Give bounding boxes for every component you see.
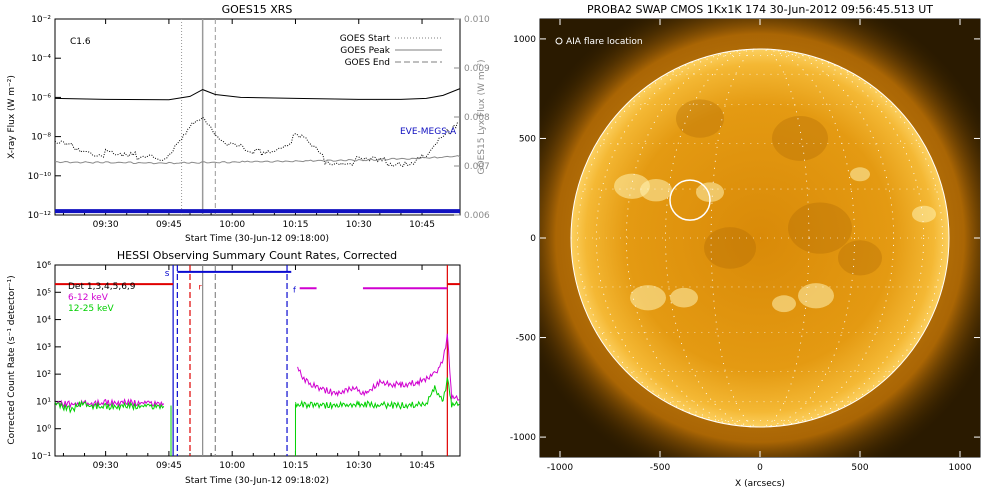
swap-title: PROBA2 SWAP CMOS 1Kx1K 174 30-Jun-2012 0… <box>587 3 933 16</box>
swap-axes: -1000 -500 0 500 1000 1000 500 0 -500 -1000 <box>510 19 980 473</box>
hessi-panel: HESSI Observing Summary Count Rates, Cor… <box>7 249 461 486</box>
swap-longitude-line <box>625 48 895 428</box>
y-tick-label: 10⁻¹⁰ <box>28 172 52 182</box>
swap-longitude-line <box>595 48 925 428</box>
x-tick-label: 10:45 <box>409 220 435 230</box>
goes-short-series <box>54 116 459 168</box>
hessi-flag-r: r <box>198 283 202 292</box>
x-tick-label: 10:45 <box>409 461 435 471</box>
y-tick-label: 10⁻² <box>31 15 51 25</box>
hessi-xlabel: Start Time (30-Jun-12 09:18:02) <box>185 476 329 486</box>
goes-long-series <box>54 88 461 101</box>
x-tick-label: 10:00 <box>219 220 245 230</box>
swap-y-tick-label: -1000 <box>510 433 536 443</box>
y2-tick-label: 0.006 <box>464 211 490 221</box>
hessi-ylabel: Corrected Count Rate (s⁻¹ detector⁻¹) <box>7 275 17 444</box>
y-tick-label: 10⁻⁴ <box>31 54 51 64</box>
swap-active-region <box>640 179 672 202</box>
flare-location-circle <box>669 179 711 221</box>
goes-eve-label: EVE-MEGS-A <box>400 127 457 137</box>
swap-dark-region <box>838 240 882 276</box>
goes-legend-label: GOES Start <box>340 34 391 44</box>
goes-xlabel: Start Time (30-Jun-12 09:18:00) <box>185 234 329 244</box>
swap-active-region <box>630 285 666 311</box>
y-tick-label: 10² <box>36 370 51 380</box>
goes-legend: GOES Start GOES Peak GOES End <box>340 34 442 68</box>
swap-active-region <box>798 283 834 309</box>
swap-y-tick-label: 500 <box>519 134 536 144</box>
goes-ylabel: X-ray Flux (W m⁻²) <box>7 75 17 159</box>
flare-location-marker-icon <box>555 37 563 45</box>
goes-y2label: GOES15 Lyx Flux (W m⁻²) <box>477 60 487 175</box>
goes-lyx-series <box>54 155 461 165</box>
y-tick-label: 10⁶ <box>36 261 51 271</box>
y-tick-label: 10⁰ <box>36 425 51 435</box>
hessi-title: HESSI Observing Summary Count Rates, Cor… <box>117 249 397 262</box>
swap-x-tick-label: 1000 <box>949 463 972 473</box>
hessi-axes: 09:30 09:45 10:00 10:15 10:30 10:45 10⁻¹ 10⁰ 10¹… <box>31 261 435 471</box>
hessi-series-layer: s r f <box>54 265 460 456</box>
x-tick-label: 10:15 <box>283 461 309 471</box>
swap-dark-region <box>788 202 852 254</box>
y-tick-label: 10⁻¹ <box>31 452 51 462</box>
swap-sun-image <box>540 19 980 457</box>
hessi-flag-f: f <box>293 285 296 294</box>
swap-x-tick-label: 0 <box>757 463 763 473</box>
x-tick-label: 09:45 <box>156 461 182 471</box>
y-tick-label: 10⁻¹² <box>28 211 52 221</box>
goes-panel: GOES15 XRS 09:30 09:45 10:00 10:15 10:30 10:4… <box>7 3 490 244</box>
swap-dark-region <box>704 227 756 269</box>
y2-tick-label: 0.010 <box>464 15 490 25</box>
goes-axes: 09:30 09:45 10:00 10:15 10:30 10:45 10⁻¹² 10⁻¹⁰… <box>28 15 490 230</box>
swap-y-tick-label: 0 <box>530 234 536 244</box>
hessi-legend-label: 6-12 keV <box>68 293 109 303</box>
x-tick-label: 09:30 <box>93 220 119 230</box>
swap-dark-region <box>772 116 828 161</box>
swap-panel: PROBA2 SWAP CMOS 1Kx1K 174 30-Jun-2012 0… <box>510 3 981 489</box>
y-tick-label: 10¹ <box>36 397 51 407</box>
swap-y-tick-label: 1000 <box>513 35 536 45</box>
swap-active-region <box>696 182 724 203</box>
y-tick-label: 10⁻⁶ <box>31 93 51 103</box>
hessi-legend-label: 12-25 keV <box>68 304 114 314</box>
swap-limb <box>570 48 950 428</box>
swap-x-tick-label: -500 <box>650 463 671 473</box>
swap-x-tick-label: 500 <box>851 463 868 473</box>
swap-dark-region <box>676 99 724 138</box>
swap-xlabel: X (arcsecs) <box>735 479 785 489</box>
swap-y-tick-label: -500 <box>516 334 537 344</box>
y-tick-label: 10⁵ <box>36 288 51 298</box>
y2-tick-label: 0.008 <box>464 113 490 123</box>
x-tick-label: 10:15 <box>283 220 309 230</box>
x-tick-label: 10:30 <box>346 220 372 230</box>
hessi-legend-label: Det 1,3,4,5,6,9 <box>68 282 136 292</box>
hessi-high-series <box>54 377 460 414</box>
swap-active-region <box>912 205 936 223</box>
swap-x-tick-label: -1000 <box>547 463 573 473</box>
y-tick-label: 10⁴ <box>36 316 51 326</box>
y2-tick-label: 0.009 <box>464 64 490 74</box>
swap-flare-location-label: AIA flare location <box>566 37 643 47</box>
hessi-plot-frame <box>54 264 461 457</box>
goes-flare-class: C1.6 <box>70 37 91 47</box>
y-tick-label: 10³ <box>36 343 51 353</box>
hessi-low-series <box>54 333 460 409</box>
x-tick-label: 10:30 <box>346 461 372 471</box>
x-tick-label: 09:30 <box>93 461 119 471</box>
swap-active-region <box>850 167 870 182</box>
swap-active-region <box>670 287 698 308</box>
x-tick-label: 10:00 <box>219 461 245 471</box>
y-tick-label: 10⁻⁸ <box>31 133 51 143</box>
y2-tick-label: 0.007 <box>464 162 490 172</box>
goes-legend-label: GOES End <box>345 58 390 68</box>
goes-series-layer <box>54 19 461 215</box>
goes-title: GOES15 XRS <box>222 3 293 16</box>
hessi-flag-s: s <box>165 269 170 279</box>
swap-active-region <box>772 295 796 313</box>
x-tick-label: 09:45 <box>156 220 182 230</box>
goes-legend-label: GOES Peak <box>340 46 390 56</box>
